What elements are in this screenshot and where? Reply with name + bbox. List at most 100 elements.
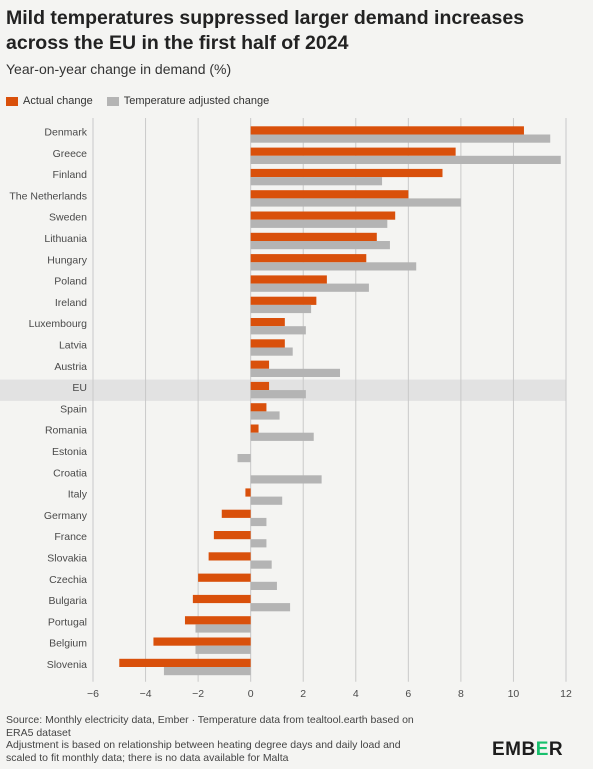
bar-adjusted bbox=[250, 517, 267, 527]
bar-adjusted bbox=[250, 539, 267, 548]
category-label: Spain bbox=[60, 403, 87, 415]
bar-adjusted bbox=[250, 603, 291, 612]
bar-adjusted bbox=[250, 155, 561, 164]
category-label: Slovakia bbox=[47, 553, 87, 565]
x-tick-label: 6 bbox=[405, 688, 411, 700]
bar-adjusted bbox=[250, 390, 306, 399]
logo-text-part2: R bbox=[548, 739, 564, 760]
source-note: Source: Monthly electricity data, Ember … bbox=[6, 714, 476, 764]
legend-label-adjusted: Temperature adjusted change bbox=[123, 95, 270, 107]
bar-actual bbox=[250, 381, 270, 391]
source-line-3: Adjustment is based on relationship betw… bbox=[6, 739, 401, 751]
legend: Actual change Temperature adjusted chang… bbox=[6, 94, 283, 108]
bar-adjusted bbox=[250, 262, 417, 271]
category-label: Czechia bbox=[49, 574, 87, 586]
category-label: Hungary bbox=[47, 254, 87, 266]
chart-subtitle: Year-on-year change in demand (%) bbox=[6, 61, 232, 77]
bar-adjusted bbox=[250, 496, 283, 505]
ember-logo: EMBER bbox=[492, 739, 563, 761]
bar-adjusted bbox=[250, 134, 551, 143]
category-label: Romania bbox=[45, 425, 87, 437]
chart-title-line1: Mild temperatures suppressed larger dema… bbox=[6, 7, 525, 29]
x-tick-label: 2 bbox=[300, 688, 306, 700]
category-label: Sweden bbox=[49, 212, 87, 224]
category-label: Portugal bbox=[48, 616, 87, 628]
category-label: Italy bbox=[68, 489, 88, 501]
x-tick-label: 8 bbox=[458, 688, 464, 700]
bar-adjusted bbox=[250, 475, 322, 484]
category-label: Estonia bbox=[52, 446, 87, 458]
bar-adjusted bbox=[250, 411, 280, 420]
bar-actual bbox=[250, 147, 456, 156]
bar-actual bbox=[250, 424, 259, 433]
legend-swatch-adjusted bbox=[106, 96, 119, 106]
category-label: Croatia bbox=[53, 467, 87, 479]
bar-adjusted bbox=[250, 198, 461, 207]
x-tick-label: 10 bbox=[508, 688, 520, 700]
bar-actual bbox=[250, 296, 317, 305]
legend-label-actual: Actual change bbox=[23, 95, 93, 107]
bar-actual bbox=[198, 573, 251, 582]
x-tick-label: −2 bbox=[192, 688, 204, 700]
bar-adjusted bbox=[250, 219, 388, 228]
bar-adjusted bbox=[250, 326, 306, 335]
legend-item-adjusted: Temperature adjusted change bbox=[106, 95, 270, 107]
source-line-4: scaled to fit monthly data; there is no … bbox=[6, 751, 289, 764]
bar-adjusted bbox=[250, 283, 369, 292]
bar-chart: −6 −4 −2 0 2 4 6 8 10 12 Denmark Greece Finland The N… bbox=[0, 118, 572, 700]
category-label: Poland bbox=[54, 276, 87, 288]
category-label: Greece bbox=[53, 148, 88, 160]
logo-text-accent: E bbox=[535, 739, 549, 760]
x-tick-label: −4 bbox=[140, 688, 152, 700]
category-label: Belgium bbox=[49, 638, 87, 650]
bar-actual bbox=[250, 360, 270, 369]
bar-actual bbox=[250, 339, 285, 348]
bar-adjusted bbox=[250, 368, 341, 377]
bar-adjusted bbox=[250, 347, 293, 356]
bar-actual bbox=[250, 126, 524, 135]
category-label: Slovenia bbox=[47, 659, 87, 671]
category-label: Germany bbox=[44, 510, 88, 522]
bar-actual bbox=[192, 594, 251, 604]
bar-actual bbox=[213, 531, 251, 540]
bar-actual bbox=[184, 616, 251, 625]
category-label: Ireland bbox=[55, 297, 87, 309]
bar-actual bbox=[250, 232, 377, 241]
legend-swatch-actual bbox=[6, 96, 18, 106]
legend-item-actual: Actual change bbox=[6, 95, 93, 107]
bar-actual bbox=[245, 488, 251, 497]
bar-adjusted bbox=[237, 454, 251, 463]
bar-actual bbox=[250, 190, 409, 199]
x-tick-label: 4 bbox=[353, 688, 359, 700]
bar-actual bbox=[250, 275, 327, 284]
bar-adjusted bbox=[195, 624, 251, 633]
chart-title-line2: across the EU in the first half of 2024 bbox=[6, 32, 349, 54]
bar-actual bbox=[250, 254, 367, 263]
category-label: Finland bbox=[53, 169, 88, 181]
x-tick-label: −6 bbox=[87, 688, 99, 700]
bar-actual bbox=[221, 509, 251, 518]
bar-adjusted bbox=[250, 432, 314, 441]
category-label: The Netherlands bbox=[9, 190, 87, 202]
bar-actual bbox=[250, 211, 396, 220]
bar-actual bbox=[153, 637, 251, 646]
bar-adjusted bbox=[250, 581, 277, 590]
source-line-1: Source: Monthly electricity data, Ember … bbox=[6, 714, 414, 726]
bar-adjusted bbox=[250, 241, 390, 250]
bar-adjusted bbox=[250, 560, 272, 569]
bar-adjusted bbox=[250, 177, 383, 186]
category-label: Austria bbox=[54, 361, 87, 373]
category-label: Luxembourg bbox=[29, 318, 88, 330]
bar-actual bbox=[208, 552, 251, 561]
x-tick-label: 12 bbox=[560, 688, 572, 700]
bar-actual bbox=[250, 403, 267, 412]
bar-actual bbox=[119, 658, 251, 667]
logo-text-part1: EMB bbox=[492, 739, 536, 760]
category-label: Lithuania bbox=[44, 233, 87, 245]
source-line-2: ERA5 dataset bbox=[6, 726, 71, 739]
bar-actual bbox=[250, 318, 285, 327]
bar-actual bbox=[250, 168, 443, 178]
category-label: Denmark bbox=[44, 127, 87, 139]
chart-title: Mild temperatures suppressed larger dema… bbox=[6, 6, 586, 56]
bar-adjusted bbox=[163, 667, 251, 676]
